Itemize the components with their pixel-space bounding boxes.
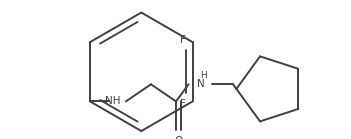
Text: O: O — [174, 136, 183, 139]
Text: H: H — [200, 71, 207, 80]
Text: F: F — [180, 35, 186, 45]
Text: N: N — [197, 79, 205, 89]
Text: NH: NH — [105, 96, 120, 106]
Text: F: F — [180, 99, 186, 109]
